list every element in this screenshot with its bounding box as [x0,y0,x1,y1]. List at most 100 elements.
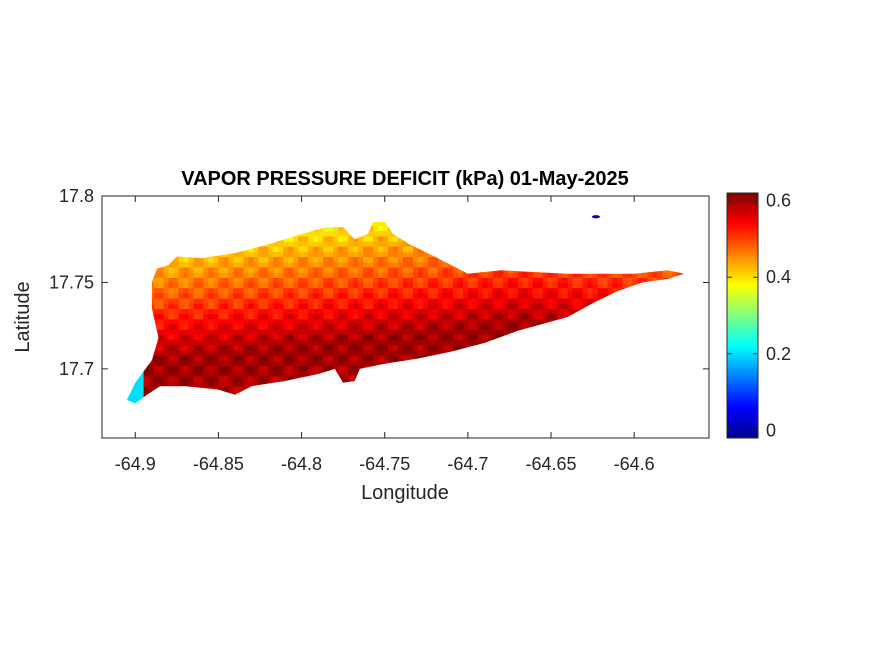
heatmap-cell [423,287,429,294]
heatmap-cell [323,282,329,289]
heatmap-cell [238,261,244,268]
heatmap-cell [248,256,254,263]
heatmap-cell [582,282,589,289]
heatmap-cell [413,266,419,273]
heatmap-cell [497,313,504,320]
heatmap-cell [238,344,244,351]
heatmap-cell [467,323,474,330]
heatmap-cell [318,349,324,356]
heatmap-cell [338,287,344,294]
heatmap-cell [363,323,369,330]
heatmap-cell [233,308,239,315]
heatmap-cell [512,277,519,283]
heatmap-cell [213,292,219,299]
heatmap-cell [333,251,339,258]
heatmap-cell [512,318,519,325]
heatmap-cell [398,272,404,278]
heatmap-cell [198,339,205,346]
heatmap-cell [338,344,344,351]
heatmap-cell [308,334,314,341]
heatmap-cell [358,344,364,351]
heatmap-cell [178,375,185,382]
heatmap-cell [163,277,170,283]
heatmap-cell [423,298,429,304]
heatmap-cell [492,334,499,341]
heatmap-cell [313,308,319,315]
heatmap-cell [168,329,175,335]
heatmap-cell [363,266,369,273]
heatmap-cell [587,292,594,299]
heatmap-cell [178,360,185,366]
heatmap-cell [388,329,394,335]
heatmap-cell [183,292,190,299]
heatmap-cell [557,287,564,294]
heatmap-cell [278,256,284,263]
heatmap-cell [168,318,175,325]
heatmap-cell [188,349,195,356]
heatmap-cell [168,266,175,273]
heatmap-cell [368,251,374,258]
heatmap-cell [143,381,150,387]
heatmap-cell [577,292,584,299]
heatmap-cell [323,230,329,237]
heatmap-cell [363,334,369,341]
heatmap-cell [413,349,419,356]
heatmap-cell [278,355,284,361]
heatmap-cell [308,266,314,273]
heatmap-cell [442,272,449,278]
heatmap-cell [343,334,349,341]
heatmap-cell [368,308,374,315]
heatmap-cell [452,313,459,320]
heatmap-cell [408,261,414,268]
heatmap-cell [353,240,359,247]
heatmap-cell [228,334,234,341]
heatmap-cell [338,282,344,289]
heatmap-cell [388,298,394,304]
heatmap-cell [348,339,354,346]
heatmap-cell [482,277,489,283]
heatmap-cell [378,355,384,361]
heatmap-cell [223,303,229,309]
heatmap-cell [562,298,569,304]
heatmap-cell [442,287,449,294]
heatmap-cell [188,334,195,341]
heatmap-cell [467,277,474,283]
heatmap-cell [338,318,344,325]
heatmap-cell [393,298,399,304]
heatmap-cell [612,282,619,289]
heatmap-cell [243,318,249,325]
heatmap-cell [198,360,205,366]
heatmap-cell [258,349,264,356]
heatmap-cell [532,277,539,283]
heatmap-cell [447,344,454,351]
heatmap-cell [323,287,329,294]
heatmap-cell [408,287,414,294]
heatmap-cell [268,349,274,356]
heatmap-cell [288,256,294,263]
heatmap-cell [348,334,354,341]
heatmap-cell [447,277,454,283]
heatmap-cell [348,370,354,377]
heatmap-cell [398,282,404,289]
heatmap-cell [278,313,284,320]
heatmap-cell [408,355,414,361]
heatmap-cell [203,313,209,320]
heatmap-cell [507,277,514,283]
heatmap-cell [328,272,334,278]
heatmap-cell [542,287,549,294]
heatmap-cell [527,272,534,278]
heatmap-cell [552,287,559,294]
heatmap-cell [428,344,434,351]
heatmap-cell [233,272,239,278]
heatmap-cell [258,287,264,294]
heatmap-cell [403,313,409,320]
heatmap-cell [408,246,414,252]
heatmap-cell [163,308,170,315]
heatmap-cell [423,292,429,299]
heatmap-cell [597,292,604,299]
heatmap-cell [612,287,619,294]
heatmap-cell [253,334,259,341]
heatmap-cell [373,282,379,289]
heatmap-cell [248,261,254,268]
heatmap-cell [183,318,190,325]
